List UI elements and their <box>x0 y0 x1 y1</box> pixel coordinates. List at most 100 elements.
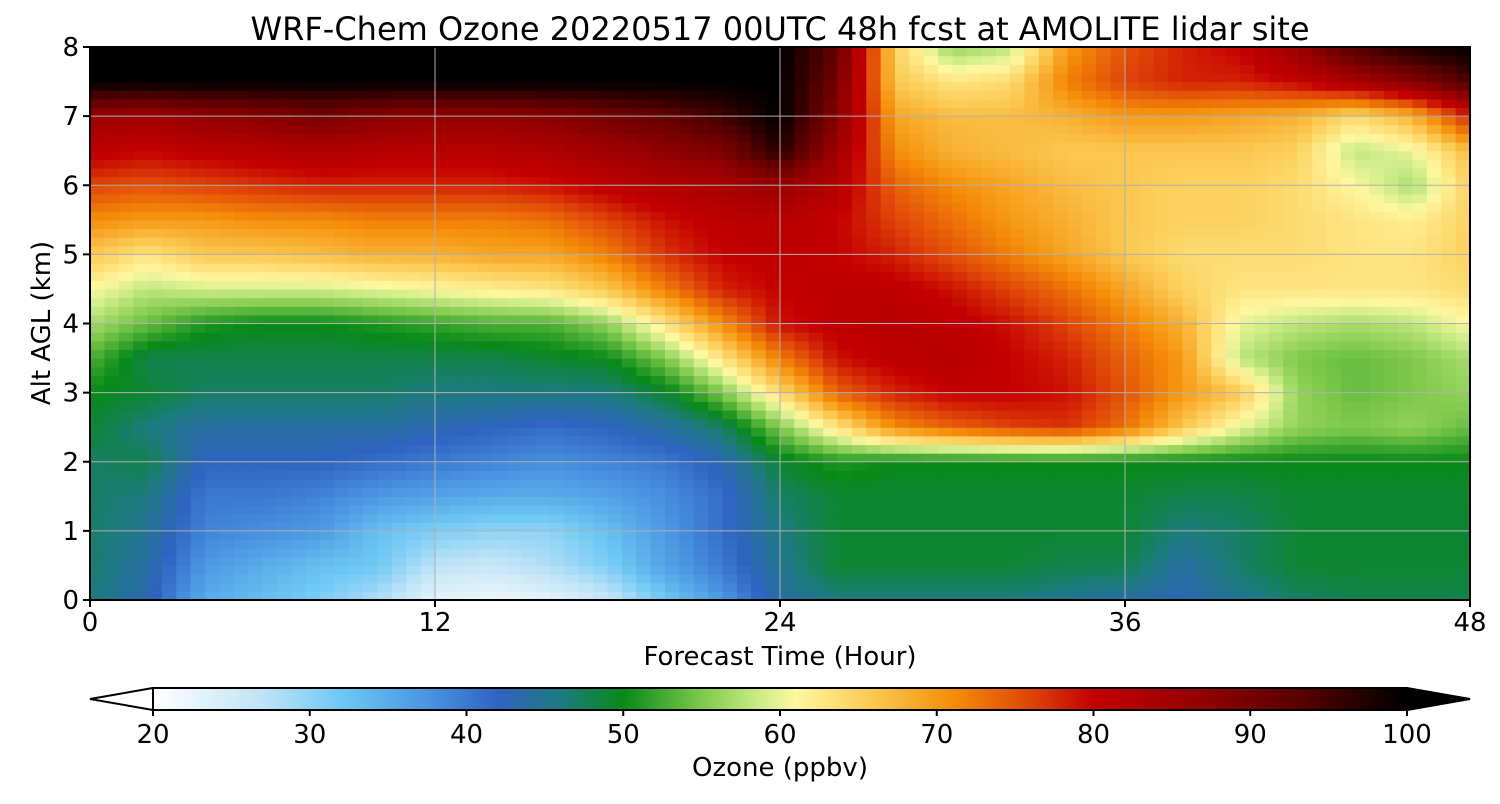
heatmap-cell <box>694 462 709 471</box>
heatmap-cell <box>478 263 493 272</box>
heatmap-cell <box>895 393 910 402</box>
heatmap-cell <box>723 505 738 514</box>
heatmap-cell <box>766 358 781 367</box>
heatmap-cell <box>248 470 263 479</box>
heatmap-cell <box>1139 522 1154 531</box>
heatmap-cell <box>234 401 249 410</box>
heatmap-cell <box>1254 522 1269 531</box>
heatmap-cell <box>1341 436 1356 445</box>
heatmap-cell <box>1053 453 1068 462</box>
heatmap-cell <box>679 367 694 376</box>
heatmap-cell <box>852 220 867 229</box>
heatmap-cell <box>679 246 694 255</box>
heatmap-cell <box>737 298 752 307</box>
heatmap-cell <box>320 470 335 479</box>
heatmap-cell <box>234 177 249 186</box>
heatmap-cell <box>895 349 910 358</box>
heatmap-cell <box>536 574 551 583</box>
heatmap-cell <box>133 194 148 203</box>
heatmap-cell <box>1226 168 1241 177</box>
heatmap-cell <box>737 531 752 540</box>
heatmap-cell <box>392 453 407 462</box>
heatmap-cell <box>1111 427 1126 436</box>
heatmap-cell <box>478 194 493 203</box>
heatmap-cell <box>176 272 191 281</box>
heatmap-cell <box>263 505 278 514</box>
heatmap-cell <box>263 496 278 505</box>
heatmap-cell <box>593 194 608 203</box>
heatmap-cell <box>248 540 263 549</box>
heatmap-cell <box>277 427 292 436</box>
heatmap-cell <box>924 514 939 523</box>
heatmap-cell <box>737 393 752 402</box>
heatmap-cell <box>478 324 493 333</box>
heatmap-cell <box>895 531 910 540</box>
heatmap-cell <box>651 237 666 246</box>
heatmap-cell <box>449 151 464 160</box>
heatmap-cell <box>924 479 939 488</box>
heatmap-cell <box>938 298 953 307</box>
heatmap-cell <box>1441 444 1456 453</box>
heatmap-cell <box>1197 332 1212 341</box>
heatmap-cell <box>737 375 752 384</box>
heatmap-cell <box>378 220 393 229</box>
heatmap-cell <box>1111 298 1126 307</box>
heatmap-cell <box>363 384 378 393</box>
heatmap-cell <box>1168 488 1183 497</box>
heatmap-cell <box>766 228 781 237</box>
heatmap-cell <box>909 419 924 428</box>
heatmap-cell <box>1111 367 1126 376</box>
heatmap-cell <box>866 436 881 445</box>
heatmap-cell <box>306 341 321 350</box>
heatmap-cell <box>205 444 220 453</box>
heatmap-cell <box>392 324 407 333</box>
heatmap-cell <box>291 548 306 557</box>
heatmap-cell <box>435 332 450 341</box>
heatmap-cell <box>564 462 579 471</box>
heatmap-cell <box>1183 574 1198 583</box>
heatmap-cell <box>1312 514 1327 523</box>
heatmap-cell <box>1298 272 1313 281</box>
heatmap-cell <box>694 298 709 307</box>
heatmap-cell <box>953 583 968 592</box>
heatmap-cell <box>636 349 651 358</box>
heatmap-cell <box>766 410 781 419</box>
heatmap-cell <box>378 453 393 462</box>
heatmap-cell <box>90 367 105 376</box>
heatmap-cell <box>1197 557 1212 566</box>
heatmap-cell <box>579 315 594 324</box>
heatmap-cell <box>536 263 551 272</box>
heatmap-cell <box>751 453 766 462</box>
heatmap-cell <box>1456 505 1471 514</box>
heatmap-cell <box>852 410 867 419</box>
heatmap-cell <box>636 488 651 497</box>
heatmap-cell <box>651 177 666 186</box>
heatmap-cell <box>636 427 651 436</box>
heatmap-cell <box>363 203 378 212</box>
heatmap-cell <box>1226 401 1241 410</box>
heatmap-cell <box>536 384 551 393</box>
heatmap-cell <box>780 349 795 358</box>
heatmap-cell <box>234 522 249 531</box>
heatmap-cell <box>938 168 953 177</box>
heatmap-cell <box>334 514 349 523</box>
heatmap-cell <box>1082 453 1097 462</box>
heatmap-cell <box>608 583 623 592</box>
heatmap-cell <box>636 419 651 428</box>
heatmap-cell <box>1068 194 1083 203</box>
heatmap-cell <box>794 540 809 549</box>
heatmap-cell <box>967 324 982 333</box>
heatmap-cell <box>493 168 508 177</box>
heatmap-cell <box>636 479 651 488</box>
heatmap-cell <box>1053 358 1068 367</box>
heatmap-cell <box>162 254 177 263</box>
heatmap-cell <box>564 237 579 246</box>
heatmap-cell <box>967 254 982 263</box>
heatmap-cell <box>622 228 637 237</box>
heatmap-cell <box>176 410 191 419</box>
heatmap-cell <box>234 272 249 281</box>
heatmap-cell <box>1139 548 1154 557</box>
heatmap-cell <box>363 548 378 557</box>
heatmap-cell <box>1240 522 1255 531</box>
heatmap-cell <box>895 246 910 255</box>
